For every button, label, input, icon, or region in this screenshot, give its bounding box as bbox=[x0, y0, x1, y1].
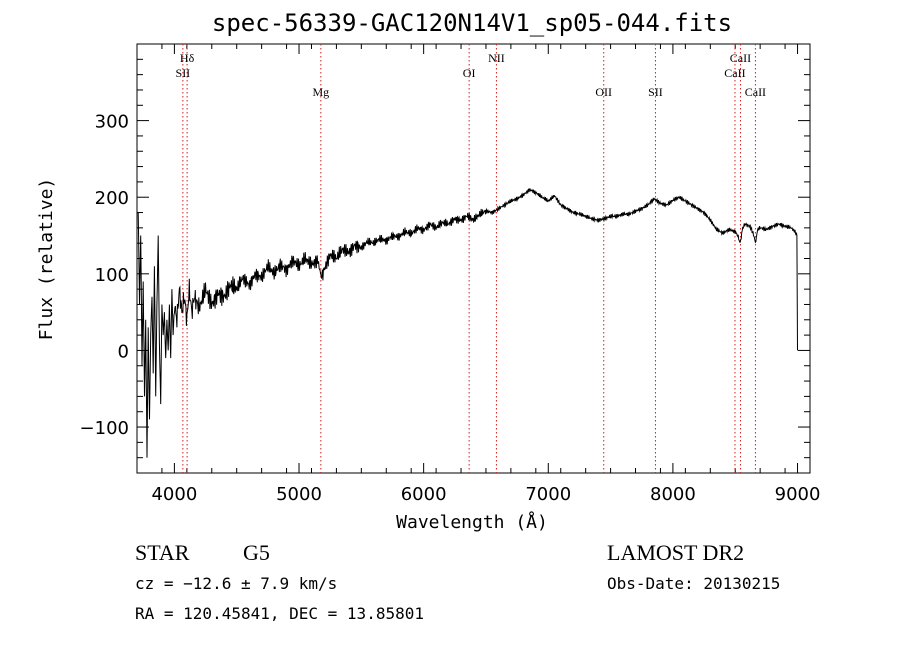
redshift-label: cz = −12.6 ± 7.9 km/s bbox=[135, 574, 337, 593]
y-tick-label: 100 bbox=[95, 265, 129, 286]
x-axis-label: Wavelength (Å) bbox=[396, 511, 548, 533]
x-tick-label: 9000 bbox=[775, 484, 821, 505]
spectral-line-label: CaII bbox=[745, 85, 766, 99]
x-tick-label: 8000 bbox=[650, 484, 696, 505]
y-tick-label: 0 bbox=[118, 341, 129, 362]
spectral-line-label: OII bbox=[595, 85, 612, 99]
x-tick-label: 6000 bbox=[401, 484, 447, 505]
x-tick-label: 5000 bbox=[276, 484, 322, 505]
x-tick-label: 4000 bbox=[151, 484, 197, 505]
survey-label: LAMOST DR2 bbox=[607, 540, 744, 565]
spectral-line-label: Hδ bbox=[180, 51, 195, 65]
spectral-line-label: CaII bbox=[724, 66, 745, 80]
chart-title: spec-56339-GAC120N14V1_sp05-044.fits bbox=[212, 9, 732, 37]
y-tick-label: 300 bbox=[95, 112, 129, 133]
spectral-line-label: CaII bbox=[730, 51, 751, 65]
subclass-label: G5 bbox=[243, 540, 270, 565]
x-tick-label: 7000 bbox=[525, 484, 571, 505]
obs-date-label: Obs-Date: 20130215 bbox=[607, 574, 780, 593]
class-label: STAR bbox=[135, 540, 190, 565]
spectral-line-label: Mg bbox=[312, 85, 329, 99]
y-tick-label: −100 bbox=[80, 418, 129, 439]
y-axis-label: Flux (relative) bbox=[36, 178, 57, 341]
plot-area: 4000 5000 6000 7000 8000 9000 −100 0 100 200 300 Hδ… bbox=[80, 43, 821, 505]
spectral-line-label: OI bbox=[463, 66, 476, 80]
coordinates-label: RA = 120.45841, DEC = 13.85801 bbox=[135, 604, 424, 623]
plot-frame bbox=[136, 43, 811, 474]
spectral-line-label: NII bbox=[488, 51, 505, 65]
spectrum-series-line bbox=[137, 188, 798, 458]
spectral-line-label: SII bbox=[648, 85, 663, 99]
y-tick-label: 200 bbox=[95, 188, 129, 209]
spectral-line-label: SII bbox=[176, 66, 191, 80]
